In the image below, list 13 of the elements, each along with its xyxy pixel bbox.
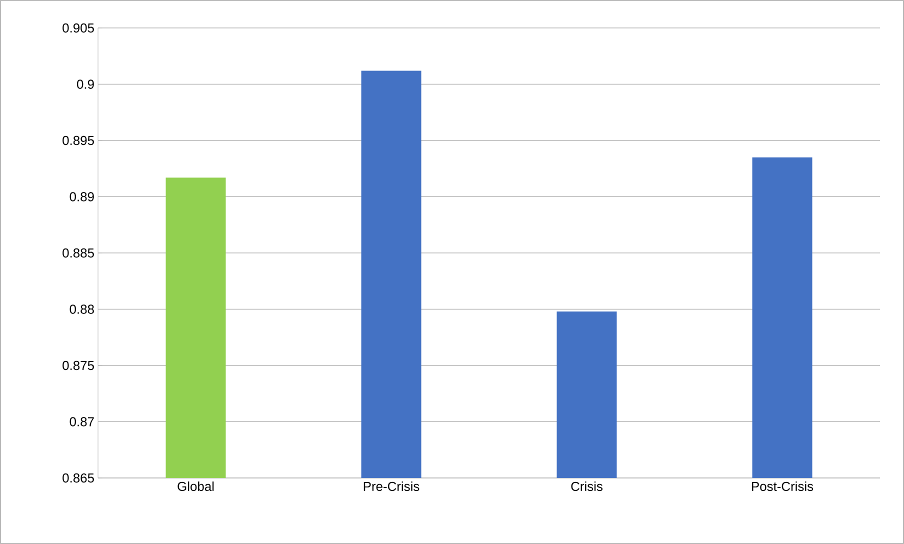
y-tick-label: 0.865 bbox=[62, 473, 94, 483]
y-tick-label: 0.895 bbox=[62, 136, 94, 146]
y-tick-label: 0.89 bbox=[70, 192, 94, 202]
y-tick-label: 0.905 bbox=[62, 23, 94, 33]
y-tick-label: 0.88 bbox=[70, 304, 94, 314]
x-tick-label: Global bbox=[178, 482, 214, 492]
y-tick-label: 0.885 bbox=[62, 248, 94, 258]
y-tick-label: 0.87 bbox=[70, 417, 94, 426]
y-tick-label: 0.875 bbox=[62, 360, 94, 370]
x-tick-label: Crisis bbox=[571, 482, 602, 492]
x-tick-label: Pre-Crisis bbox=[364, 482, 420, 492]
x-tick-label: Post-Crisis bbox=[752, 482, 814, 492]
y-tick-label: 0.9 bbox=[76, 80, 94, 89]
